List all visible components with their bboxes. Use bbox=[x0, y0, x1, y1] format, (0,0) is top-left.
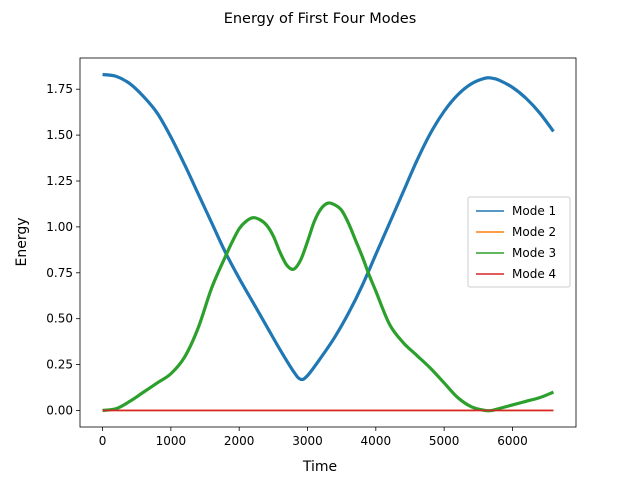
y-tick-label: 0.25 bbox=[46, 358, 73, 372]
x-tick-label: 1000 bbox=[156, 434, 187, 448]
y-tick-label: 1.50 bbox=[46, 128, 73, 142]
series-line-mode-3 bbox=[102, 201, 555, 413]
x-tick-label: 5000 bbox=[429, 434, 460, 448]
x-axis-title: Time bbox=[302, 459, 337, 475]
x-tick-label: 6000 bbox=[497, 434, 528, 448]
x-tick-label: 4000 bbox=[361, 434, 392, 448]
y-tick-label: 0.50 bbox=[46, 312, 73, 326]
x-tick-label: 3000 bbox=[292, 434, 323, 448]
y-axis: 0.00 0.25 0.50 0.75 1.00 1.25 1.50 1.75 bbox=[46, 82, 80, 417]
chart-title: Energy of First Four Modes bbox=[224, 11, 417, 27]
y-tick-label: 0.75 bbox=[46, 266, 73, 280]
y-tick-label: 1.75 bbox=[46, 82, 73, 96]
y-tick-label: 1.00 bbox=[46, 220, 73, 234]
x-axis: 0 1000 2000 3000 4000 5000 6000 bbox=[99, 427, 528, 448]
series-layer bbox=[102, 72, 555, 413]
legend-label: Mode 4 bbox=[512, 267, 556, 281]
legend-box bbox=[467, 196, 571, 288]
x-tick-label: 2000 bbox=[224, 434, 255, 448]
x-tick-label: 0 bbox=[99, 434, 107, 448]
y-tick-label: 1.25 bbox=[46, 174, 73, 188]
legend: Mode 1 Mode 2 Mode 3 Mode 4 bbox=[467, 196, 571, 288]
series-line-mode-1 bbox=[102, 72, 555, 382]
y-axis-title: Energy bbox=[14, 217, 30, 266]
legend-label: Mode 2 bbox=[512, 225, 556, 239]
legend-label: Mode 3 bbox=[512, 246, 556, 260]
y-tick-label: 0.00 bbox=[46, 403, 73, 417]
plot-frame bbox=[79, 57, 577, 428]
legend-label: Mode 1 bbox=[512, 204, 556, 218]
